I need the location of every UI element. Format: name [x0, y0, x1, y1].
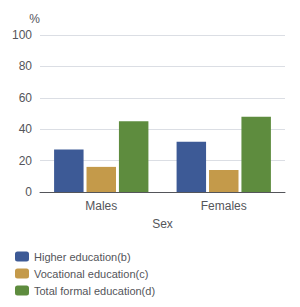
svg-text:Males: Males	[85, 199, 117, 213]
svg-text:Sex: Sex	[152, 217, 173, 231]
svg-text:Females: Females	[201, 199, 247, 213]
svg-text:80: 80	[19, 59, 33, 73]
svg-text:60: 60	[19, 91, 33, 105]
svg-text:40: 40	[19, 122, 33, 136]
svg-text:Higher education(b): Higher education(b)	[34, 251, 131, 263]
svg-text:20: 20	[19, 154, 33, 168]
svg-text:100: 100	[12, 28, 32, 42]
svg-text:Vocational education(c): Vocational education(c)	[34, 268, 148, 280]
svg-text:0: 0	[25, 185, 32, 199]
svg-text:Total formal education(d): Total formal education(d)	[34, 285, 155, 297]
svg-text:%: %	[29, 12, 40, 26]
